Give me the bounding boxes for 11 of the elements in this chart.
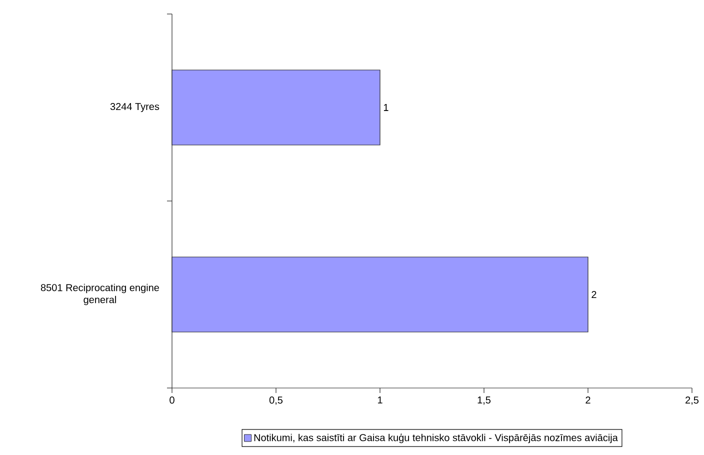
x-tick-label: 1,5 [478,396,491,405]
y-tick-label: 3244 Tyres [110,102,160,112]
x-tick-label: 2 [586,396,590,404]
x-tick-label: 0 [170,396,174,404]
x-tick-label: 1 [378,396,382,404]
data-label: 1 [384,104,388,111]
legend-label: Notikumi, kas saistīti ar Gaisa kuģu tehnisko stāvokli - Vispārējās nozīmes aviācija [254,433,618,444]
y-tick-label: 8501 Reciprocating engine general [40,284,159,306]
x-tick-label: 2,5 [686,396,699,405]
x-tick-label: 0,5 [269,396,283,405]
data-label: 2 [592,291,596,298]
